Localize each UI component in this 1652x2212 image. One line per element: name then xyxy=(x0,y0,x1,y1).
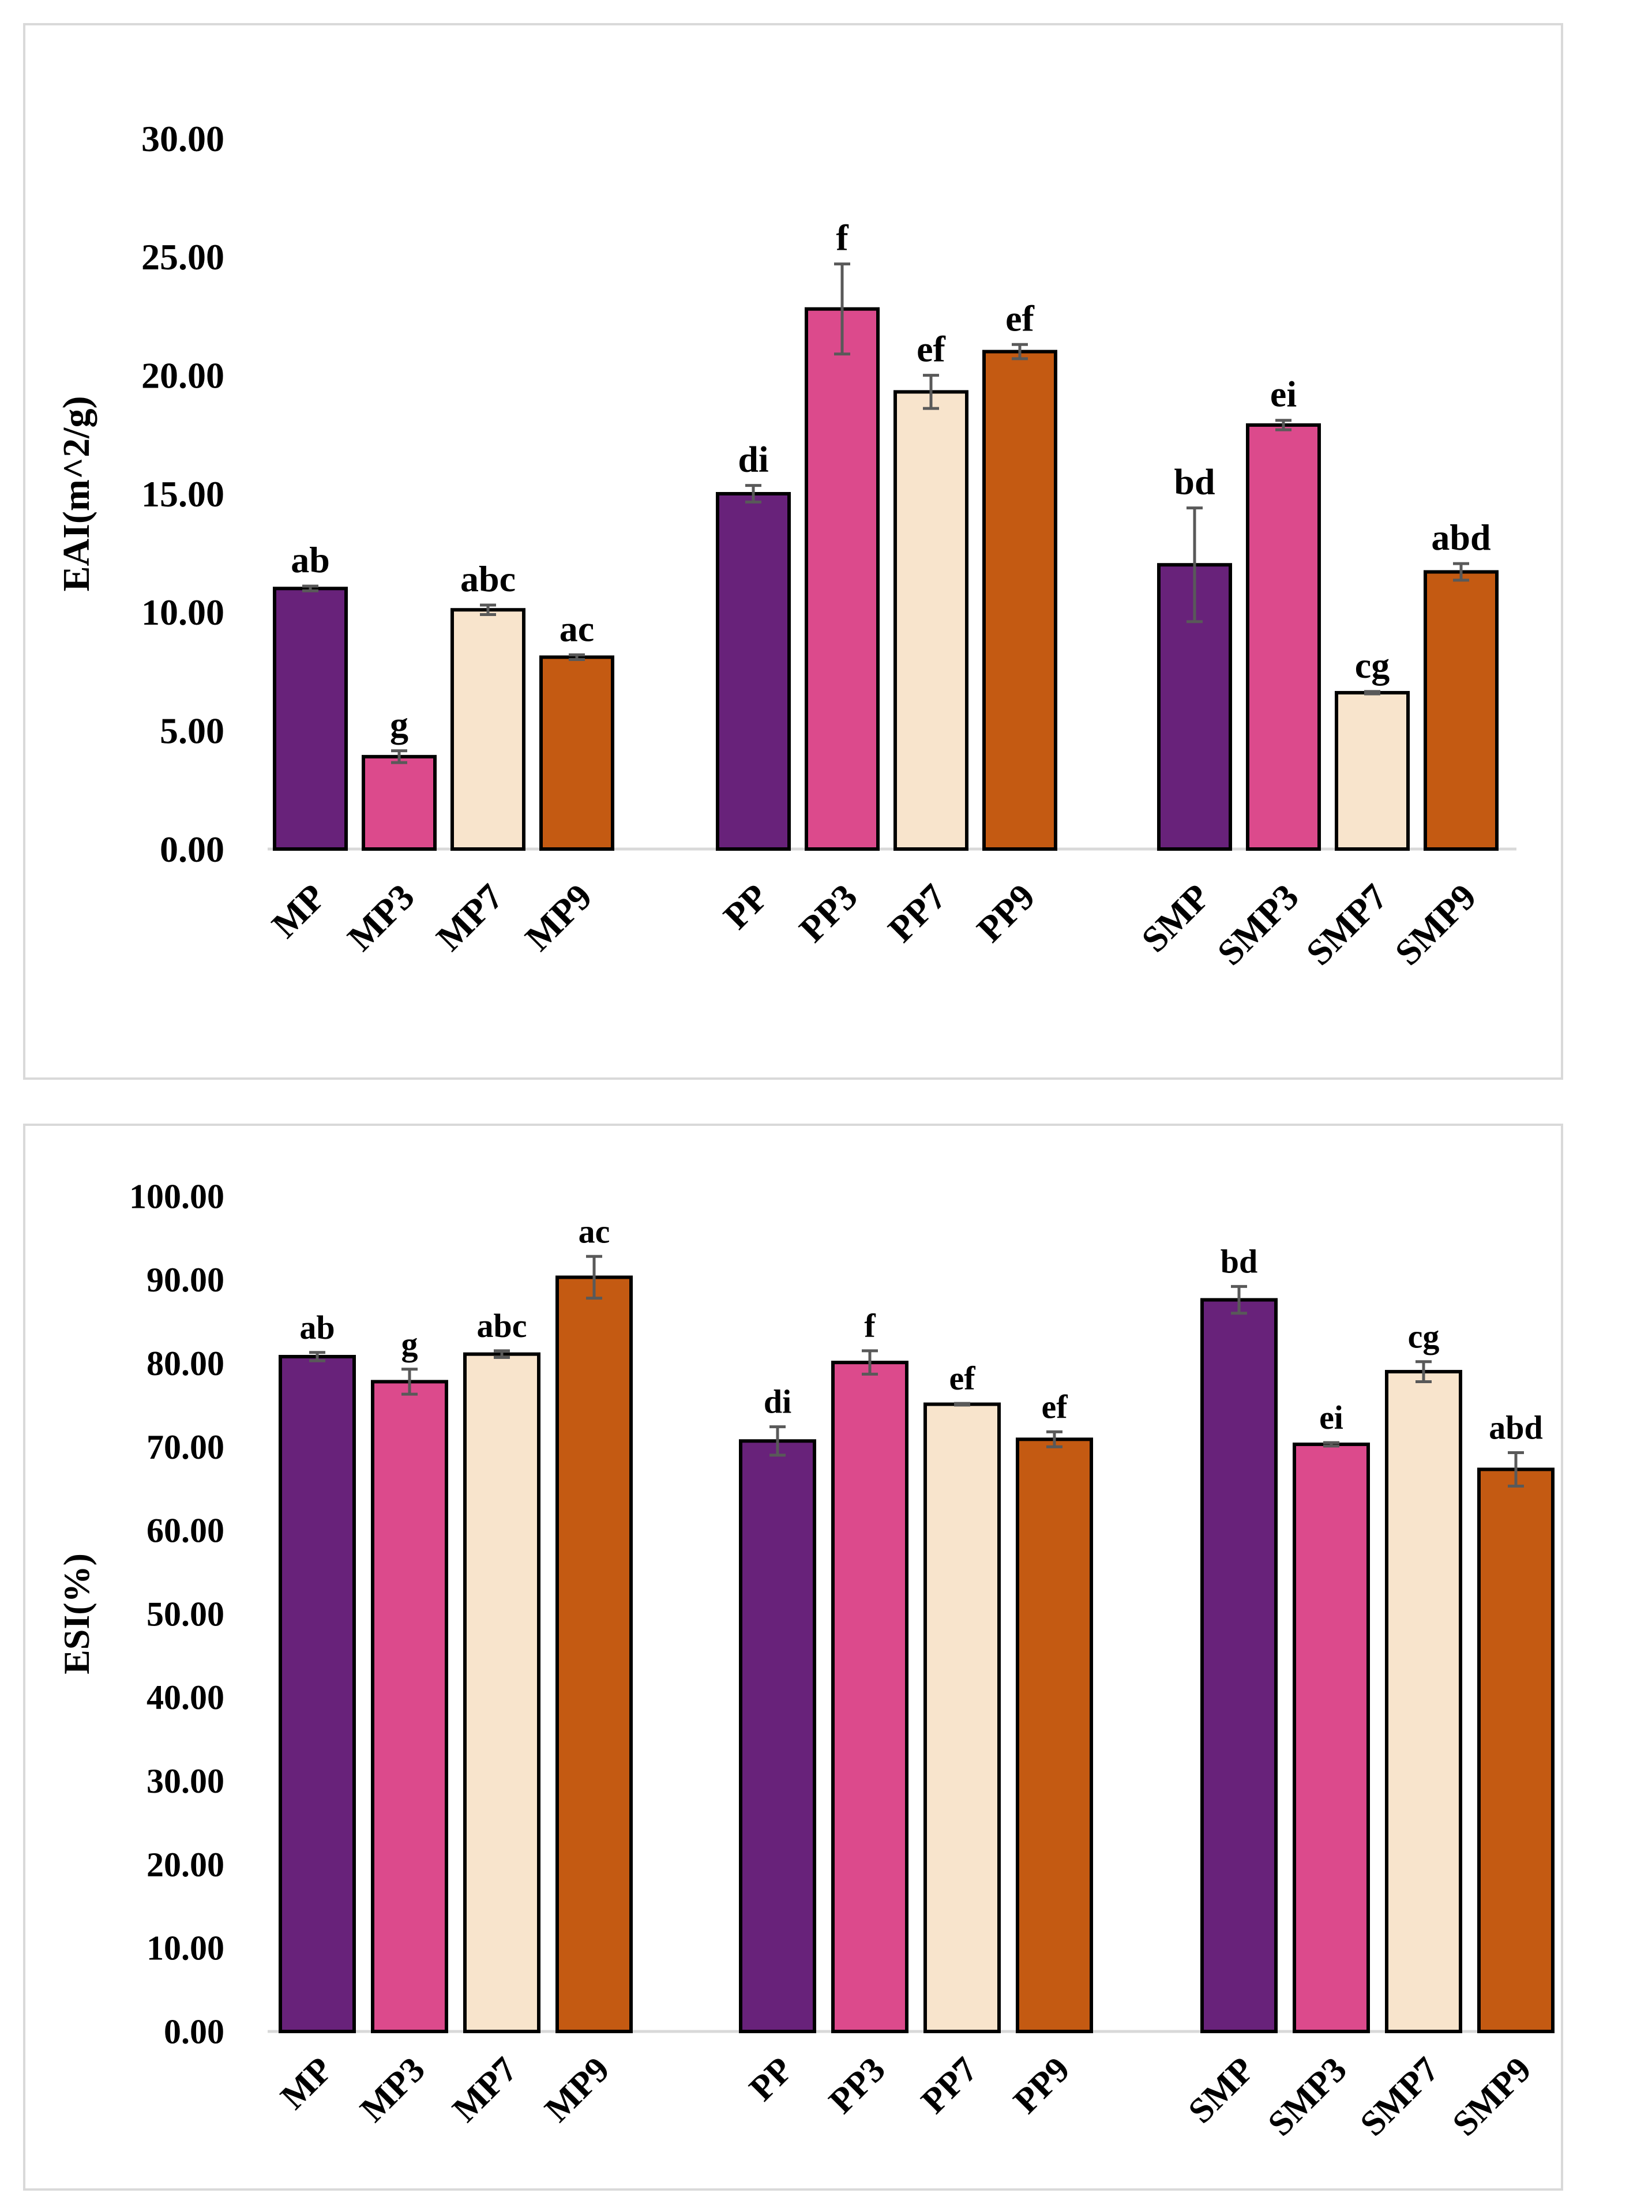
significance-letter: ef xyxy=(1041,1388,1068,1425)
significance-letter: abc xyxy=(460,558,516,599)
x-tick-label: MP7 xyxy=(445,2050,525,2130)
x-tick-label: PP7 xyxy=(880,876,954,950)
x-tick-label: MP3 xyxy=(353,2050,433,2130)
bar-mp9 xyxy=(539,655,614,851)
x-tick-label: PP3 xyxy=(791,876,865,950)
significance-letter: ab xyxy=(299,1309,335,1346)
x-tick-label: SMP3 xyxy=(1260,2050,1354,2144)
significance-letter: abd xyxy=(1489,1409,1543,1447)
x-tick-label: SMP xyxy=(1181,2050,1262,2131)
bar-mp xyxy=(273,587,348,851)
significance-letter: ef xyxy=(949,1360,975,1397)
x-tick-label: SMP7 xyxy=(1298,876,1395,973)
bar-smp9 xyxy=(1424,570,1499,851)
y-tick-label: 20.00 xyxy=(147,1846,224,1884)
significance-letter: f xyxy=(836,217,848,258)
significance-letter: ac xyxy=(560,608,594,649)
x-tick-label: MP9 xyxy=(517,876,600,959)
y-axis-label: ESI(%) xyxy=(56,1553,97,1674)
significance-letter: abd xyxy=(1431,517,1490,558)
eai-chart-panel: 0.00 5.00 10.00 15.00 20.00 25.00 30.00 EAI(m^2… xyxy=(23,23,1563,1080)
significance-letter: ei xyxy=(1319,1399,1343,1436)
x-tick-label: PP9 xyxy=(1006,2050,1077,2121)
bar-mp3 xyxy=(362,754,437,851)
bar-pp3 xyxy=(831,1361,908,2034)
significance-letter: g xyxy=(390,704,408,745)
y-tick-label: 70.00 xyxy=(147,1428,224,1466)
y-tick-label: 10.00 xyxy=(141,592,224,633)
significance-letter: cg xyxy=(1408,1318,1440,1355)
y-tick-label: 30.00 xyxy=(141,118,224,159)
significance-letter: ei xyxy=(1270,374,1297,415)
bar-pp7 xyxy=(893,390,968,851)
y-tick-label: 15.00 xyxy=(141,474,224,514)
x-tick-label: MP3 xyxy=(340,876,422,959)
significance-letter: di xyxy=(764,1383,791,1421)
significance-letter: ef xyxy=(917,329,945,370)
y-tick-label: 30.00 xyxy=(147,1762,224,1800)
x-tick-label: SMP7 xyxy=(1353,2050,1447,2144)
x-tick-label: MP9 xyxy=(538,2050,617,2130)
significance-letter: ab xyxy=(291,539,330,580)
x-tick-label: MP xyxy=(264,876,333,946)
x-tick-label: SMP xyxy=(1133,876,1218,960)
bar-mp9 xyxy=(555,1275,633,2033)
bar-smp xyxy=(1200,1298,1278,2033)
significance-letter: di xyxy=(738,439,768,480)
x-tick-label: PP xyxy=(742,2050,801,2109)
significance-letter: bd xyxy=(1174,461,1215,502)
x-tick-label: PP9 xyxy=(969,876,1043,950)
x-tick-label: SMP9 xyxy=(1387,876,1484,973)
x-tick-label: PP3 xyxy=(821,2050,893,2121)
significance-letter: cg xyxy=(1355,645,1390,686)
esi-chart-panel: 0.00 10.00 20.00 30.00 40.00 50.00 60.00 70.00 8… xyxy=(23,1124,1563,2191)
bar-mp7 xyxy=(463,1352,540,2033)
bar-smp7 xyxy=(1335,690,1410,851)
y-tick-label: 50.00 xyxy=(147,1595,224,1633)
y-tick-label: 40.00 xyxy=(147,1678,224,1717)
y-tick-label: 25.00 xyxy=(141,236,224,277)
significance-letter: ef xyxy=(1005,298,1034,339)
x-tick-label: SMP3 xyxy=(1210,876,1306,973)
bar-pp7 xyxy=(923,1402,1001,2033)
y-tick-label: 60.00 xyxy=(147,1512,224,1550)
significance-letter: bd xyxy=(1221,1242,1258,1280)
bar-smp7 xyxy=(1385,1370,1462,2034)
bar-pp xyxy=(739,1439,816,2033)
y-tick-label: 10.00 xyxy=(147,1929,224,1967)
eai-chart: 0.00 5.00 10.00 15.00 20.00 25.00 30.00 EAI(m^2… xyxy=(55,118,1516,973)
bar-pp xyxy=(716,492,791,851)
y-tick-label: 100.00 xyxy=(129,1177,224,1215)
significance-letter: abc xyxy=(477,1307,527,1345)
bar-mp xyxy=(279,1355,356,2033)
esi-chart: 0.00 10.00 20.00 30.00 40.00 50.00 60.00 70.00 8… xyxy=(56,1177,1555,2144)
y-tick-label: 0.00 xyxy=(160,829,224,870)
significance-letter: g xyxy=(401,1325,418,1363)
bar-pp9 xyxy=(1016,1437,1093,2033)
significance-letter: ac xyxy=(579,1212,610,1250)
x-tick-label: PP7 xyxy=(914,2050,985,2121)
x-tick-label: PP xyxy=(715,876,776,937)
y-tick-label: 5.00 xyxy=(160,710,224,751)
bar-smp3 xyxy=(1246,423,1321,851)
y-tick-label: 80.00 xyxy=(147,1345,224,1383)
y-tick-label: 20.00 xyxy=(141,355,224,396)
y-tick-label: 0.00 xyxy=(164,2012,224,2050)
bar-smp9 xyxy=(1477,1467,1555,2033)
y-tick-label: 90.00 xyxy=(147,1261,224,1299)
bar-pp3 xyxy=(805,307,880,851)
bar-mp7 xyxy=(450,608,525,851)
x-tick-label: MP xyxy=(273,2050,340,2117)
y-axis-label: EAI(m^2/g) xyxy=(55,396,97,592)
significance-letter: f xyxy=(864,1307,876,1345)
bar-smp3 xyxy=(1293,1443,1370,2033)
x-tick-label: MP7 xyxy=(429,876,511,959)
bar-mp3 xyxy=(371,1380,448,2033)
bar-pp9 xyxy=(982,350,1057,851)
x-tick-label: SMP9 xyxy=(1445,2050,1539,2144)
